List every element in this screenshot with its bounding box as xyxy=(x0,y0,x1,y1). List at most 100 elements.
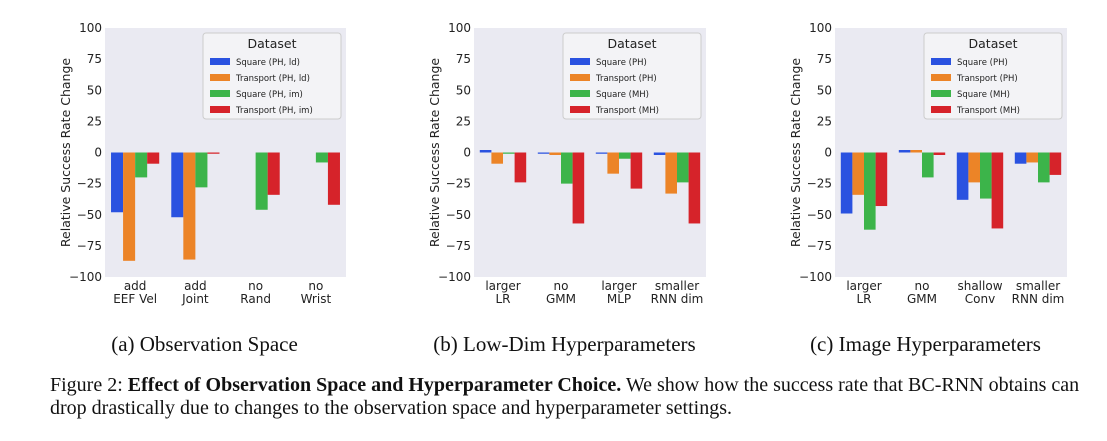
y-tick-label: −75 xyxy=(807,239,832,253)
legend-entry: Transport (PH) xyxy=(595,74,657,84)
legend-swatch xyxy=(931,58,951,65)
x-tick-label-line: larger xyxy=(485,279,520,293)
x-tick-label: shallow Conv xyxy=(957,279,1002,306)
bar xyxy=(537,152,550,154)
y-tick-label: 100 xyxy=(809,21,832,35)
y-tick-label: −100 xyxy=(438,270,471,284)
legend-swatch xyxy=(570,90,590,97)
x-tick-label: add Joint xyxy=(181,279,209,306)
bar xyxy=(549,152,561,155)
bar xyxy=(922,152,934,178)
bar xyxy=(207,152,220,154)
bar xyxy=(688,152,701,224)
legend-box xyxy=(202,32,342,120)
figure-caption: Figure 2: Effect of Observation Space an… xyxy=(50,374,1080,420)
x-tick-label-line: larger xyxy=(601,279,636,293)
legend-entry: Transport (PH, ld) xyxy=(235,74,310,84)
legend-entry: Transport (PH, im) xyxy=(235,106,313,116)
bar xyxy=(607,152,619,174)
chart-svg: Relative Success Rate Change 100 75 50 25 0 −2… xyxy=(427,21,706,306)
bar xyxy=(479,150,492,153)
y-tick-label: −25 xyxy=(77,177,102,191)
bar xyxy=(852,152,864,195)
legend-swatch xyxy=(210,90,230,97)
bar xyxy=(147,152,160,164)
legend-swatch xyxy=(931,90,951,97)
legend-box xyxy=(923,32,1063,120)
x-tick-label-line: add xyxy=(184,279,207,293)
bar xyxy=(111,152,124,213)
bar xyxy=(255,152,268,210)
x-tick-label: no GMM xyxy=(546,279,576,306)
bar xyxy=(840,152,853,214)
x-tick-label: no Rand xyxy=(240,279,271,306)
bar xyxy=(327,152,340,205)
x-tick-label-line: larger xyxy=(846,279,881,293)
y-tick-label: 50 xyxy=(456,83,471,97)
bar xyxy=(1026,152,1038,163)
legend-entry: Square (MH) xyxy=(957,90,1010,100)
bar xyxy=(875,152,888,207)
chart-image-hyperparameters: Relative Success Rate Change 100 75 50 25 0 −2… xyxy=(738,0,1107,320)
y-tick-label: 0 xyxy=(463,146,471,160)
x-tick-label-line: RNN dim xyxy=(651,292,704,306)
figure-charts: Relative Success Rate Change 100 75 50 25 0 −2… xyxy=(58,0,1107,320)
y-tick-label: 100 xyxy=(79,21,102,35)
y-tick-label: −75 xyxy=(446,239,471,253)
legend-swatch xyxy=(210,106,230,113)
legend-entry: Transport (MH) xyxy=(595,106,659,116)
bar xyxy=(619,152,631,159)
y-tick-label: −50 xyxy=(446,208,471,222)
bar xyxy=(1038,152,1050,183)
x-tick-label-line: no xyxy=(554,279,569,293)
y-tick-label: −50 xyxy=(77,208,102,222)
bar xyxy=(968,152,980,183)
legend-title: Dataset xyxy=(608,36,657,51)
figure-title: Effect of Observation Space and Hyperpar… xyxy=(127,374,622,396)
bar xyxy=(183,152,196,260)
x-tick-label: smaller RNN dim xyxy=(651,279,704,306)
bar xyxy=(1014,152,1027,164)
subfigure-caption: (a) Observation Space xyxy=(111,332,298,356)
bar xyxy=(630,152,643,189)
x-tick-label-line: no xyxy=(915,279,930,293)
chart-low-dim-hyperparameters: Relative Success Rate Change 100 75 50 25 0 −2… xyxy=(369,0,738,320)
bar xyxy=(135,152,148,178)
legend-title: Dataset xyxy=(969,36,1018,51)
x-tick-label-line: shallow xyxy=(957,279,1002,293)
legend-swatch xyxy=(931,74,951,81)
bar xyxy=(1049,152,1062,175)
bar xyxy=(171,152,184,218)
x-tick-label-line: Wrist xyxy=(301,292,332,306)
bar xyxy=(933,152,946,155)
bar xyxy=(677,152,689,183)
bar xyxy=(595,152,608,154)
x-tick-label-line: no xyxy=(248,279,263,293)
figure-label: Figure 2: xyxy=(50,374,123,396)
x-tick-label: smaller RNN dim xyxy=(1012,279,1065,306)
bar xyxy=(665,152,677,194)
legend-swatch xyxy=(210,58,230,65)
x-tick-label-line: no xyxy=(308,279,323,293)
legend-swatch xyxy=(570,106,590,113)
bar xyxy=(910,150,922,153)
y-tick-label: −100 xyxy=(799,270,832,284)
legend-swatch xyxy=(931,106,951,113)
legend-entry: Square (PH, ld) xyxy=(236,58,300,68)
y-axis-label: Relative Success Rate Change xyxy=(427,58,442,247)
x-tick-label-line: RNN dim xyxy=(1012,292,1065,306)
y-tick-label: 75 xyxy=(456,52,471,66)
x-tick-label: no Wrist xyxy=(301,279,332,306)
x-tick-label-line: Rand xyxy=(240,292,271,306)
subfigure-caption: (b) Low-Dim Hyperparameters xyxy=(433,332,696,356)
x-tick-label-line: MLP xyxy=(607,292,631,306)
legend-entry: Square (PH) xyxy=(596,58,647,68)
y-tick-label: 50 xyxy=(87,83,102,97)
y-tick-label: 0 xyxy=(824,146,832,160)
y-tick-label: −100 xyxy=(69,270,102,284)
y-tick-label: −75 xyxy=(77,239,102,253)
x-tick-label: larger MLP xyxy=(601,279,636,306)
legend-swatch xyxy=(570,58,590,65)
x-tick-label: add EEF Vel xyxy=(113,279,157,306)
x-tick-label-line: smaller xyxy=(655,279,699,293)
